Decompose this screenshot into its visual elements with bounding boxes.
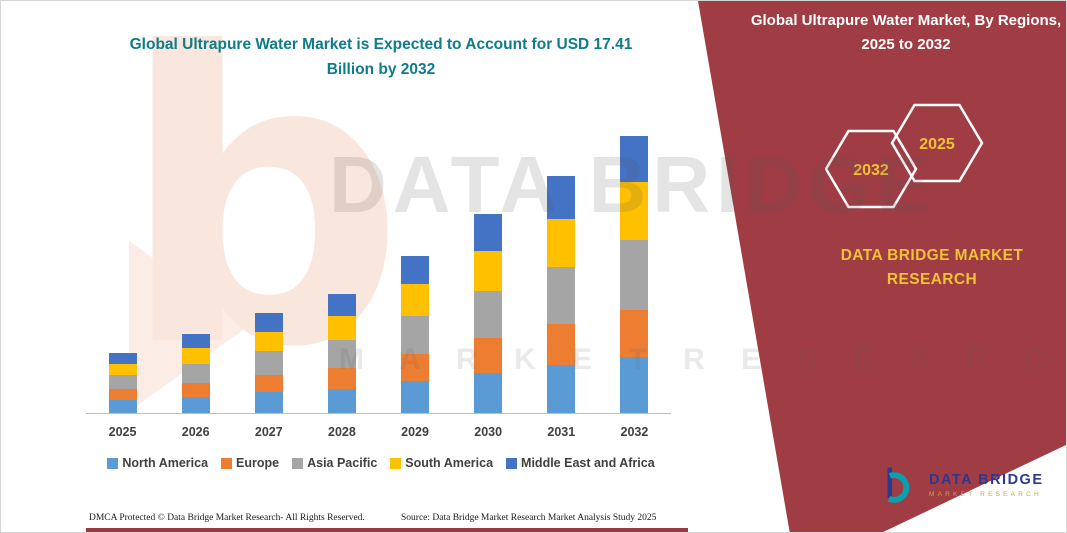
bar-segment-europe-2027 xyxy=(254,374,283,393)
databridge-logo-icon xyxy=(887,467,910,503)
legend-marker xyxy=(107,457,119,469)
bar-segment-asia-pacific-2026 xyxy=(181,363,210,383)
year-label-2026: 2026 xyxy=(181,425,210,439)
bar-segment-south-america-2030 xyxy=(474,250,503,291)
stacked-bar-2031 xyxy=(547,175,576,413)
bar-column-2030 xyxy=(452,124,525,413)
bar-segment-north-america-2029 xyxy=(401,381,430,413)
legend-marker xyxy=(292,457,304,469)
year-label-2031: 2031 xyxy=(547,425,576,439)
stacked-bar-2026 xyxy=(181,333,210,413)
year-label-2028: 2028 xyxy=(328,425,356,439)
bar-segment-europe-2031 xyxy=(547,323,576,366)
year-hexagons: 2032 2025 xyxy=(825,103,984,209)
x-axis-labels: 2025 2026 2027 2028 2029 2030 2031 2032 xyxy=(86,425,671,439)
hexagon-2025 xyxy=(890,103,984,183)
legend-marker xyxy=(506,457,518,469)
bar-segment-asia-pacific-2028 xyxy=(327,339,356,369)
year-label-2027: 2027 xyxy=(254,425,283,439)
bar-segment-asia-pacific-2030 xyxy=(474,290,503,339)
bar-segment-middle-east-and-africa-2027 xyxy=(254,312,283,332)
bar-segment-north-america-2027 xyxy=(254,392,283,413)
bar-segment-europe-2026 xyxy=(181,382,210,398)
bar-segment-asia-pacific-2029 xyxy=(401,316,430,355)
bar-column-2029 xyxy=(379,124,452,413)
bar-segment-middle-east-and-africa-2025 xyxy=(108,352,137,364)
stacked-bar-2032 xyxy=(620,136,649,413)
stacked-bar-plot xyxy=(86,124,671,414)
bar-segment-europe-2029 xyxy=(401,354,430,382)
hexagon-2032 xyxy=(825,129,918,209)
bar-column-2025 xyxy=(86,124,159,413)
panel-title: Global Ultrapure Water Market, By Region… xyxy=(750,12,1062,53)
stacked-bar-2029 xyxy=(401,255,430,413)
stacked-bar-2027 xyxy=(254,312,283,413)
panel-brand-text: DATA BRIDGE MARKET RESEARCH xyxy=(840,247,1024,289)
databridge-logo: DATA BRIDGE MARKET RESEARCH xyxy=(877,463,1044,507)
source-note: Source: Data Bridge Market Research Mark… xyxy=(401,513,657,523)
legend-label: Middle East and Africa xyxy=(521,456,655,470)
chart-legend: North America Europe Asia Pacific South Ame… xyxy=(71,456,691,470)
bar-segment-south-america-2028 xyxy=(327,315,356,340)
bar-column-2028 xyxy=(305,124,378,413)
year-label-2029: 2029 xyxy=(401,425,429,439)
bar-segment-south-america-2025 xyxy=(108,363,137,375)
logo-title: DATA BRIDGE xyxy=(929,472,1044,488)
bottom-accent-bar xyxy=(86,528,688,532)
legend-label: Europe xyxy=(236,456,280,470)
bar-segment-middle-east-and-africa-2031 xyxy=(547,175,576,219)
bar-segment-south-america-2027 xyxy=(254,331,283,351)
bar-segment-north-america-2031 xyxy=(547,365,576,413)
bar-segment-asia-pacific-2031 xyxy=(547,266,576,324)
stacked-bar-2028 xyxy=(327,293,356,413)
bar-segment-south-america-2029 xyxy=(401,284,430,317)
stacked-bar-2025 xyxy=(108,352,137,413)
year-label-2030: 2030 xyxy=(474,425,503,439)
hexagon-2025-label: 2025 xyxy=(919,136,955,153)
bar-column-2031 xyxy=(525,124,598,413)
bar-segment-middle-east-and-africa-2030 xyxy=(474,214,503,251)
bar-segment-north-america-2025 xyxy=(108,400,137,413)
bar-segment-europe-2028 xyxy=(327,368,356,390)
logo-subtitle: MARKET RESEARCH xyxy=(929,491,1042,498)
legend-marker xyxy=(390,457,402,469)
dmca-note: DMCA Protected © Data Bridge Market Rese… xyxy=(89,513,365,523)
legend-label: South America xyxy=(405,456,494,470)
bar-segment-north-america-2026 xyxy=(181,397,210,413)
bar-segment-middle-east-and-africa-2029 xyxy=(401,255,430,285)
bar-segment-asia-pacific-2025 xyxy=(108,374,137,390)
legend-item-middle-east-and-africa: Middle East and Africa xyxy=(506,456,655,470)
bar-segment-south-america-2026 xyxy=(181,347,210,364)
year-label-2032: 2032 xyxy=(620,425,649,439)
bar-segment-europe-2032 xyxy=(620,309,649,358)
legend-item-south-america: South America xyxy=(390,456,493,470)
databridge-logo-text: DATA BRIDGE MARKET RESEARCH xyxy=(929,472,1044,498)
legend-item-asia-pacific: Asia Pacific xyxy=(292,456,377,470)
legend-item-europe: Europe xyxy=(221,456,279,470)
bar-segment-north-america-2030 xyxy=(474,373,503,413)
legend-label: North America xyxy=(122,456,209,470)
bar-segment-south-america-2031 xyxy=(547,218,576,267)
bar-segment-europe-2030 xyxy=(474,338,503,374)
bar-segment-europe-2025 xyxy=(108,389,137,401)
bar-column-2026 xyxy=(159,124,232,413)
bar-column-2027 xyxy=(232,124,305,413)
bar-segment-middle-east-and-africa-2026 xyxy=(181,333,210,348)
bar-segment-middle-east-and-africa-2032 xyxy=(620,136,649,183)
bar-segment-asia-pacific-2032 xyxy=(620,239,649,310)
legend-marker xyxy=(221,457,233,469)
stacked-bar-2030 xyxy=(474,214,503,413)
bar-segment-asia-pacific-2027 xyxy=(254,350,283,375)
hexagon-2032-label: 2032 xyxy=(853,162,889,179)
bar-segment-middle-east-and-africa-2028 xyxy=(327,293,356,316)
bar-segment-south-america-2032 xyxy=(620,182,649,240)
year-label-2025: 2025 xyxy=(108,425,137,439)
legend-item-north-america: North America xyxy=(107,456,208,470)
chart-title: Global Ultrapure Water Market is Expecte… xyxy=(129,36,633,78)
legend-label: Asia Pacific xyxy=(307,456,378,470)
bar-column-2032 xyxy=(598,124,671,413)
bar-segment-north-america-2028 xyxy=(327,389,356,413)
bar-segment-north-america-2032 xyxy=(620,357,649,413)
